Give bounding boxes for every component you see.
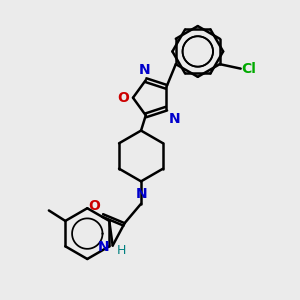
Text: N: N bbox=[169, 112, 181, 126]
Text: N: N bbox=[136, 187, 148, 201]
Text: H: H bbox=[117, 244, 127, 256]
Text: Cl: Cl bbox=[242, 61, 256, 76]
Text: N: N bbox=[139, 63, 150, 76]
Text: N: N bbox=[98, 240, 109, 254]
Text: O: O bbox=[118, 91, 129, 105]
Text: O: O bbox=[88, 199, 100, 213]
